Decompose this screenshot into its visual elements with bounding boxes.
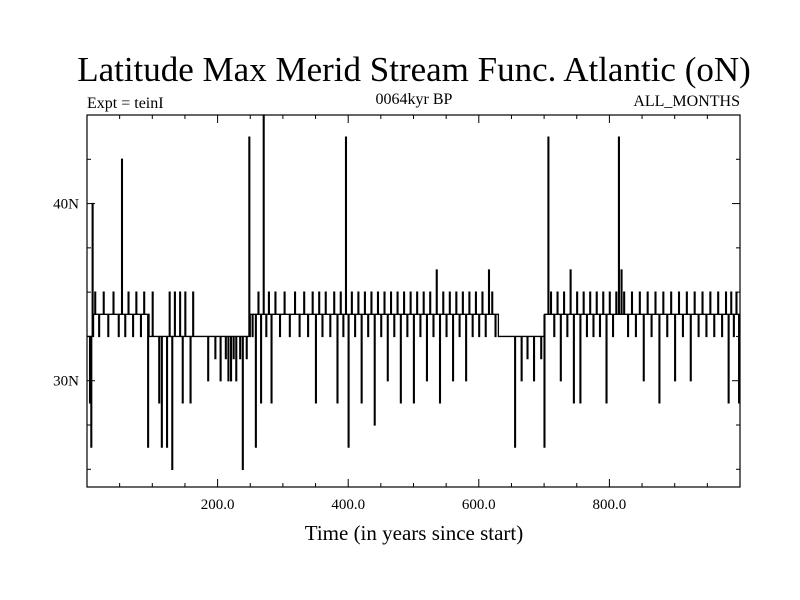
x-tick-label: 200.0 [201, 497, 235, 513]
x-tick-label: 600.0 [462, 497, 496, 513]
months-label: ALL_MONTHS [633, 93, 740, 110]
series-line [87, 114, 741, 470]
chart-title: Latitude Max Merid Stream Func. Atlantic… [77, 50, 751, 89]
experiment-label: Expt = teinI [87, 95, 164, 112]
period-label: 0064kyr BP [376, 91, 453, 108]
plot-frame [86, 114, 741, 488]
x-axis-label: Time (in years since start) [305, 521, 524, 545]
x-tick-label: 800.0 [593, 497, 627, 513]
y-tick-label: 40N [53, 197, 79, 213]
x-tick-label: 400.0 [331, 497, 365, 513]
y-tick-label: 30N [53, 374, 79, 390]
